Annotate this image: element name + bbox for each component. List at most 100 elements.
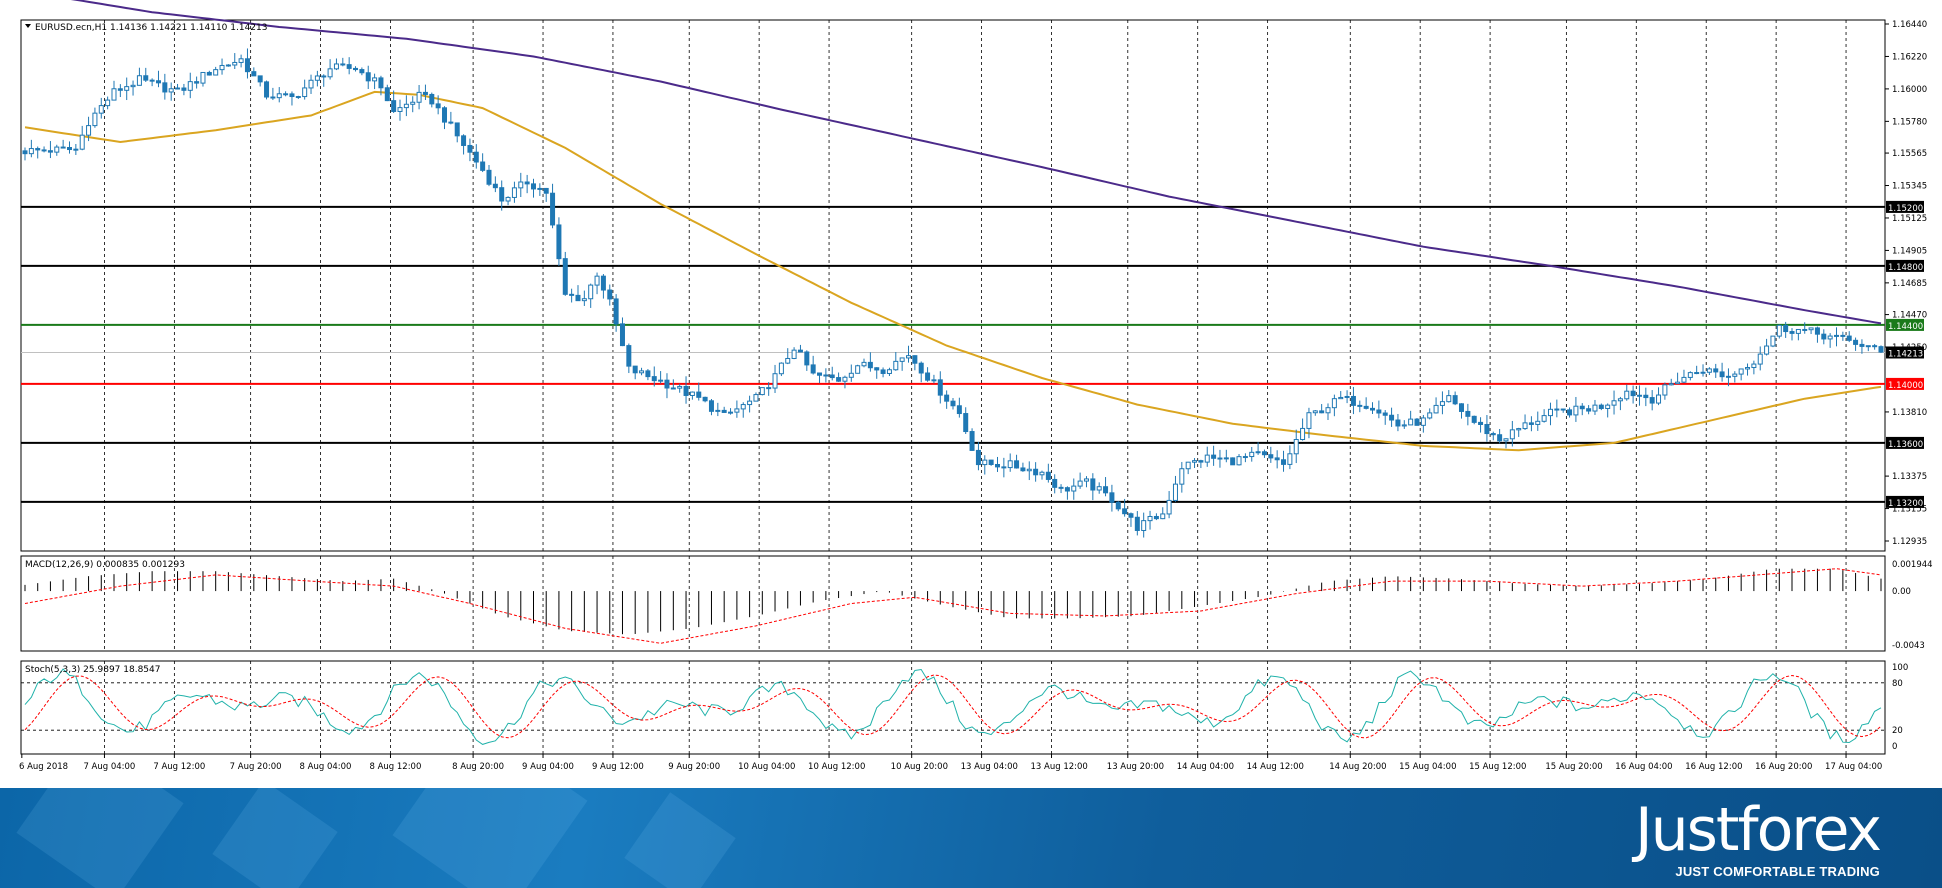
level-tag-label: 1.14000 <box>1888 381 1923 391</box>
candle-body <box>499 187 505 202</box>
stoch-panel <box>20 660 1886 755</box>
candle-body <box>1579 405 1585 410</box>
candle-body <box>314 75 320 81</box>
candle-body <box>1147 515 1153 522</box>
candle-body <box>1211 454 1217 459</box>
candle-body <box>575 294 581 302</box>
candle-body <box>1261 451 1267 456</box>
candle-body <box>912 355 918 364</box>
candle-body <box>1656 394 1662 404</box>
candle-body <box>105 99 111 107</box>
candle-body <box>1058 486 1064 489</box>
candle-body <box>1166 499 1172 515</box>
candle-body <box>1134 516 1140 531</box>
candle-body <box>1757 353 1763 365</box>
time-tick-label: 14 Aug 12:00 <box>1247 762 1304 772</box>
candle-body <box>98 105 104 114</box>
candle-body <box>410 101 416 105</box>
candle-body <box>1115 501 1121 510</box>
ma-fast-line <box>24 90 1882 452</box>
candle-body <box>569 293 575 296</box>
candle-body <box>289 93 295 98</box>
price-tick-label: 1.13810 <box>1892 408 1927 418</box>
candle-body <box>422 91 428 95</box>
candle-body <box>518 181 524 189</box>
candle-body <box>1439 401 1445 406</box>
candle-body <box>594 275 600 286</box>
candle-body <box>1255 451 1261 454</box>
candle-body <box>804 351 810 366</box>
candle-body <box>1160 513 1166 520</box>
price-tick-label: 1.13375 <box>1892 472 1927 482</box>
level-tag <box>1886 436 1924 449</box>
candle-body <box>715 409 721 412</box>
candle-body <box>956 405 962 415</box>
candle-body <box>1281 459 1287 465</box>
candle-body <box>1605 404 1611 409</box>
candle-body <box>283 93 289 96</box>
candle-body <box>918 362 924 374</box>
candle-body <box>994 463 1000 468</box>
candle-body <box>925 372 931 381</box>
candle-body <box>1007 460 1013 469</box>
ma-slow-line <box>70 0 1882 325</box>
candle-body <box>1751 363 1757 369</box>
candle-body <box>1376 409 1382 414</box>
price-tick-label: 1.12935 <box>1892 537 1927 547</box>
candle-body <box>677 385 683 389</box>
candle-body <box>1382 412 1388 416</box>
candle-body <box>708 400 714 412</box>
time-tick-label: 10 Aug 20:00 <box>891 762 948 772</box>
level-tag-label: 1.14400 <box>1888 322 1923 332</box>
brand-slogan: JUST COMFORTABLE TRADING <box>1675 864 1880 879</box>
candle-body <box>797 349 803 353</box>
candle-body <box>524 181 530 185</box>
candle-body <box>1389 414 1395 421</box>
price-tick-label: 1.15565 <box>1892 149 1927 159</box>
candle-body <box>1649 397 1655 404</box>
candle-body <box>880 369 886 374</box>
candle-body <box>950 400 956 407</box>
candle-body <box>1471 415 1477 423</box>
price-tick-label: 1.14470 <box>1892 311 1927 321</box>
candle-body <box>1713 368 1719 373</box>
candle-body <box>1096 486 1102 491</box>
candle-body <box>1217 457 1223 460</box>
candle-body <box>1179 468 1185 485</box>
candle-body <box>1370 407 1376 411</box>
price-tick-label: 1.14905 <box>1892 246 1927 256</box>
candle-body <box>1077 480 1083 487</box>
candle-body <box>588 284 594 300</box>
time-tick-label: 7 Aug 04:00 <box>83 762 135 772</box>
candle-body <box>1185 461 1191 470</box>
candle-body <box>664 379 670 389</box>
candle-body <box>111 88 117 101</box>
candle-body <box>1350 395 1356 406</box>
candle-body <box>1045 471 1051 480</box>
candle-body <box>963 413 969 433</box>
time-tick-label: 8 Aug 12:00 <box>369 762 421 772</box>
candle-body <box>1020 467 1026 472</box>
candle-body <box>1458 403 1464 412</box>
candle-body <box>721 409 727 413</box>
candle-body <box>403 103 409 109</box>
candle-body <box>1694 372 1700 375</box>
time-tick-label: 13 Aug 04:00 <box>961 762 1018 772</box>
candle-body <box>384 87 390 102</box>
candle-body <box>54 146 60 153</box>
candle-body <box>73 148 79 151</box>
candle-body <box>537 187 543 190</box>
candle-body <box>1249 451 1255 458</box>
candle-body <box>473 151 479 163</box>
candle-body <box>295 96 301 99</box>
candle-body <box>353 67 359 71</box>
candle-body <box>1128 513 1134 518</box>
candle-body <box>206 71 212 76</box>
candle-body <box>759 387 765 396</box>
candle-body <box>1598 404 1604 409</box>
time-tick-label: 14 Aug 04:00 <box>1177 762 1234 772</box>
candle-body <box>886 369 892 374</box>
candle-body <box>1274 457 1280 461</box>
candle-body <box>257 75 263 83</box>
menu-triangle-icon <box>25 24 31 28</box>
